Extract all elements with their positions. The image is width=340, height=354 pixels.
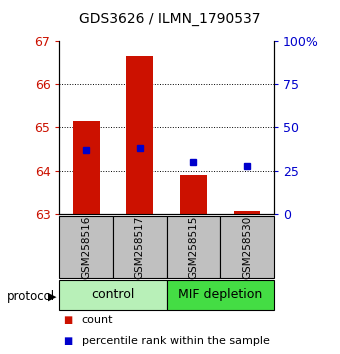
Text: GSM258515: GSM258515 [188,215,198,279]
Bar [167,280,274,310]
Text: ■: ■ [63,336,73,346]
Bar [220,216,274,278]
Bar [113,216,167,278]
Text: ■: ■ [63,315,73,325]
Text: protocol: protocol [7,290,55,303]
Text: MIF depletion: MIF depletion [178,288,262,301]
Text: GSM258516: GSM258516 [81,215,91,279]
Text: GSM258530: GSM258530 [242,215,252,279]
Text: GSM258517: GSM258517 [135,215,145,279]
Bar [73,121,100,214]
Bar [126,56,153,214]
Text: GDS3626 / ILMN_1790537: GDS3626 / ILMN_1790537 [79,12,261,27]
Bar [59,216,113,278]
Bar [167,216,220,278]
Bar [180,175,207,214]
Text: count: count [82,315,113,325]
Text: percentile rank within the sample: percentile rank within the sample [82,336,270,346]
Text: ▶: ▶ [49,291,57,301]
Text: control: control [91,288,135,301]
Bar [234,211,260,214]
Bar [59,280,167,310]
